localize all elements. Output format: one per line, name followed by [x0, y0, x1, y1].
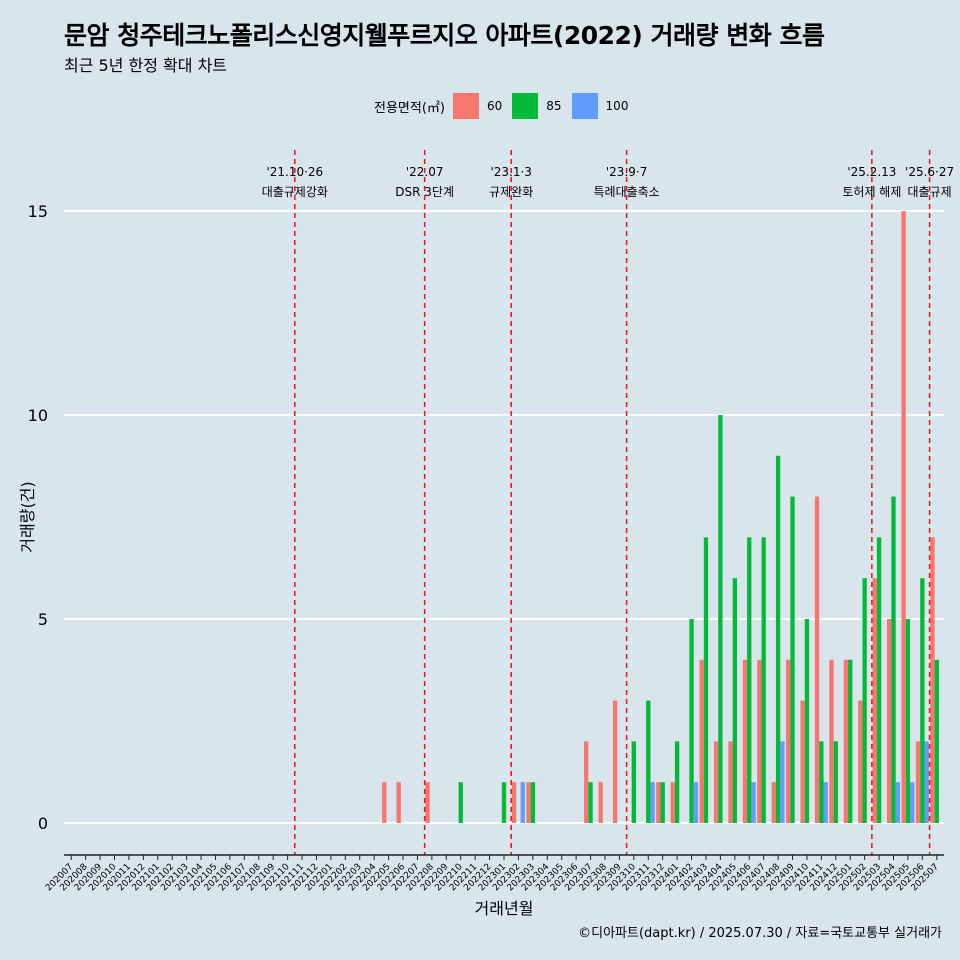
legend-item-85: 85	[512, 93, 565, 119]
bar-202405-85	[732, 578, 737, 823]
chart-caption: ©디아파트(dapt.kr) / 2025.07.30 / 자료=국토교통부 실…	[578, 926, 942, 941]
bar-202403-85	[703, 537, 709, 823]
event-date-6: '25.6·27	[905, 165, 954, 179]
bar-202302-100	[520, 782, 525, 823]
bar-202302-60	[511, 782, 517, 823]
y-tick-label-5: 5	[38, 610, 48, 629]
y-tick-label-0: 0	[38, 814, 48, 833]
legend-item-100: 100	[571, 93, 633, 119]
bar-202501-85	[848, 659, 853, 823]
bar-202409-85	[790, 496, 795, 823]
bar-202406-85	[747, 537, 752, 823]
bar-202411-60	[814, 496, 820, 823]
bar-202309-60	[612, 700, 618, 823]
bar-202411-100	[823, 782, 828, 823]
annotation-layer: '21.10·26 대출규제강화 '22.07 DSR 3단계 '23.1·3 규제완화 '…	[262, 150, 954, 855]
event-date-4: '23.9·7	[606, 165, 647, 179]
bar-202507-85	[934, 659, 939, 823]
event-date-2: '22.07	[406, 165, 444, 179]
x-axis-title: 거래년월	[475, 899, 534, 918]
bar-202504-60	[887, 619, 892, 823]
bar-202307-85	[588, 782, 593, 823]
bar-202311-85	[646, 700, 651, 823]
bar-202501-60	[843, 659, 849, 823]
bar-202402-100	[693, 782, 699, 823]
bar-202412-85	[833, 741, 838, 823]
bar-202210-85	[458, 782, 463, 823]
bar-202301-85	[501, 782, 507, 823]
legend: 전용면적(㎡) 60 85 100	[374, 93, 638, 119]
bar-202307-60	[584, 741, 589, 823]
bar-202303-60	[526, 782, 531, 823]
event-label-2: DSR 3단계	[395, 185, 454, 199]
y-tick-label-10: 10	[28, 406, 48, 425]
bar-202411-85	[819, 741, 824, 823]
y-tick-label-15: 15	[28, 202, 48, 221]
bar-202503-60	[872, 578, 877, 823]
bar-202312-60	[656, 782, 661, 823]
legend-item-60: 60	[452, 93, 506, 119]
legend-label-85: 85	[546, 99, 562, 113]
bar-202401-85	[674, 741, 680, 823]
legend-label-100: 100	[605, 99, 629, 113]
event-label-3: 규제완화	[489, 185, 533, 199]
bar-202506-60	[915, 741, 921, 823]
bar-202407-60	[757, 659, 762, 823]
bar-202312-85	[660, 782, 665, 823]
bar-202412-60	[829, 659, 834, 823]
bar-202410-85	[804, 619, 810, 823]
bar-202402-85	[689, 619, 694, 823]
bar-202504-85	[891, 496, 896, 823]
bar-202401-60	[670, 782, 675, 823]
bar-202505-100	[910, 782, 915, 823]
bar-202506-100	[924, 741, 929, 823]
bar-202303-85	[530, 782, 536, 823]
bar-202406-60	[742, 659, 748, 823]
bar-202308-60	[598, 782, 603, 823]
bar-202410-60	[800, 700, 805, 823]
bar-202507-60	[930, 537, 935, 823]
event-label-5: 토허제 해제	[842, 185, 901, 199]
bar-202408-60	[771, 782, 776, 823]
legend-swatch-100	[571, 93, 598, 119]
event-label-1: 대출규제강화	[262, 185, 328, 199]
bar-202504-100	[895, 782, 900, 823]
bar-202505-60	[901, 211, 906, 823]
event-date-3: '23.1·3	[490, 165, 531, 179]
event-label-4: 특례대출축소	[593, 185, 659, 199]
bar-layer	[382, 211, 939, 823]
bar-202407-85	[761, 537, 766, 823]
y-axis-title: 거래량(건)	[18, 481, 37, 552]
bar-202404-85	[718, 415, 723, 823]
event-label-6: 대출규제	[907, 185, 951, 199]
bar-202208-60	[425, 782, 430, 823]
bar-202408-100	[780, 741, 785, 823]
bar-202404-60	[713, 741, 719, 823]
bar-202505-85	[905, 619, 911, 823]
bar-202403-60	[699, 659, 704, 823]
bar-202502-60	[858, 700, 863, 823]
legend-swatch-85	[512, 93, 539, 119]
bar-202311-100	[650, 782, 655, 823]
event-date-5: '25.2.13	[847, 165, 896, 179]
legend-title: 전용면적(㎡)	[374, 100, 445, 116]
bar-202502-85	[862, 578, 867, 823]
bar-202408-85	[775, 455, 781, 823]
bar-202205-60	[382, 782, 387, 823]
legend-label-60: 60	[486, 99, 503, 113]
bar-202409-60	[786, 659, 791, 823]
grid-layer	[64, 210, 944, 824]
bar-202310-85	[631, 741, 636, 823]
bar-202506-85	[920, 578, 925, 823]
bar-202406-100	[751, 782, 756, 823]
chart-title: 문암 청주테크노폴리스신영지웰푸르지오 아파트(2022) 거래량 변화 흐름	[64, 21, 825, 50]
legend-swatch-60	[452, 93, 479, 119]
event-date-1: '21.10·26	[266, 165, 323, 179]
bar-202405-60	[728, 741, 733, 823]
bar-202503-85	[876, 537, 882, 823]
bar-202206-60	[396, 782, 401, 823]
chart-subtitle: 최근 5년 한정 확대 차트	[64, 56, 228, 75]
